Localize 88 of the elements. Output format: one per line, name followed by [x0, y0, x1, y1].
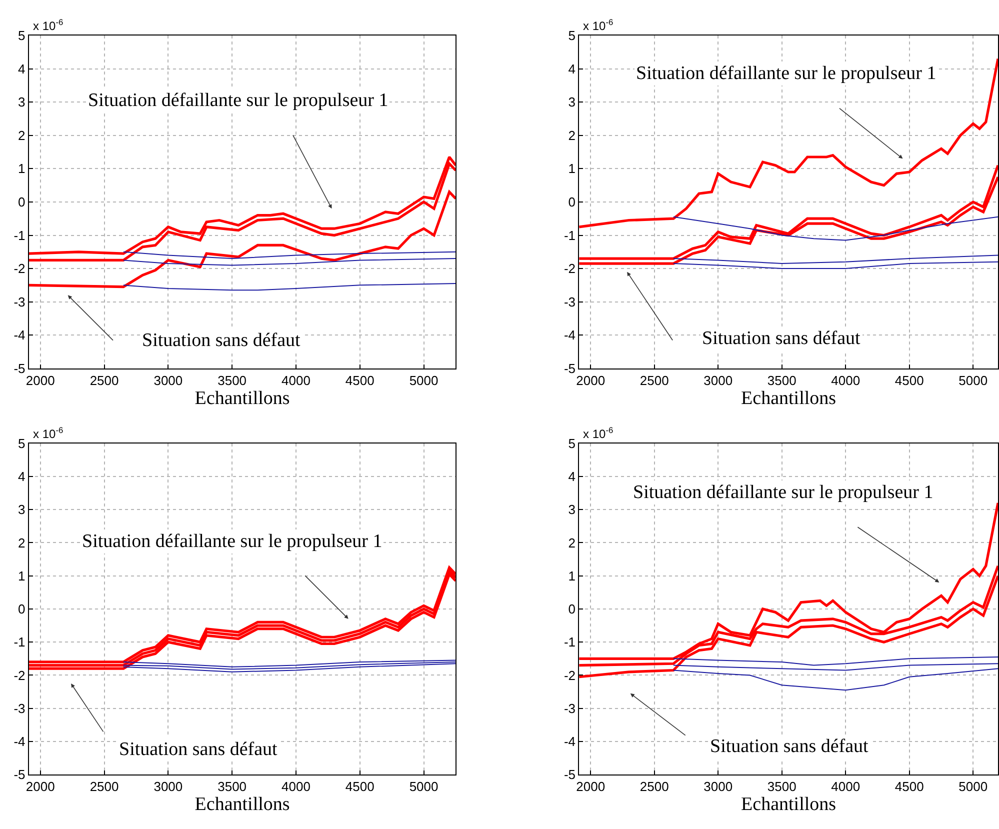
x-axis-title: Echantillons: [194, 388, 290, 410]
y-tick-label: 2: [568, 128, 576, 143]
x-tick-label: 3000: [704, 779, 733, 794]
annotation: Situation défaillante sur le propulseur 1: [636, 63, 936, 84]
x-tick-label: 3500: [767, 373, 796, 388]
x-axis-title: Echantillons: [741, 794, 836, 816]
x-tick-label: 5000: [958, 779, 988, 794]
y-tick-label: 0: [18, 602, 26, 617]
x-tick-label: 3000: [154, 373, 183, 388]
x-tick-label: 2000: [576, 373, 606, 388]
annotation: Situation défaillante sur le propulseur 1: [82, 531, 382, 552]
y-tick-label: 0: [18, 194, 26, 210]
y-tick-label: 3: [18, 94, 26, 110]
x-tick-label: 4000: [831, 373, 860, 388]
y-tick-label: -3: [564, 294, 576, 310]
y-tick-label: -2: [564, 261, 576, 276]
x-tick-label: 2500: [640, 373, 669, 388]
x-tick-label: 3000: [704, 373, 733, 388]
y-tick-label: -1: [564, 634, 576, 650]
y-tick-label: 5: [18, 436, 26, 451]
x-tick-label: 3500: [767, 779, 796, 794]
x-tick-label: 2500: [640, 779, 669, 794]
annotation: Situation sans défaut: [710, 736, 870, 757]
text: x 10$^{-6}$: [583, 17, 614, 34]
y-tick-label: 4: [568, 468, 576, 484]
y-tick-label: -5: [14, 360, 26, 376]
x-tick-label: 2500: [90, 779, 119, 794]
y-tick-label: 4: [568, 61, 576, 76]
x-tick-label: 5000: [409, 373, 438, 388]
y-tick-label: 2: [18, 128, 26, 143]
x-tick-label: 2000: [576, 779, 606, 794]
y-tick-label: -5: [14, 767, 26, 782]
annotation: Situation sans défaut: [702, 328, 862, 349]
y-tick-label: -1: [564, 228, 576, 243]
x-axis-title: Echantillons: [194, 794, 290, 816]
x-axis-title: Echantillons: [741, 388, 836, 410]
annotation: Situation défaillante sur le propulseur 1: [88, 90, 388, 111]
x-tick-label: 4500: [345, 779, 374, 794]
y-tick-label: -4: [564, 734, 576, 750]
x-tick-label: 4000: [831, 779, 860, 794]
y-tick-label: -3: [564, 700, 576, 716]
y-tick-label: -5: [564, 767, 576, 782]
y-tick-label: 2: [18, 535, 26, 550]
x-tick-label: 4500: [345, 373, 374, 388]
annotation: Situation sans défaut: [119, 739, 278, 760]
y-tick-label: 5: [568, 436, 576, 451]
x-tick-label: 3500: [218, 779, 247, 794]
y-tick-label: -3: [14, 700, 26, 716]
y-tick-label: 1: [568, 161, 576, 176]
x-tick-label: 3500: [218, 373, 247, 388]
x-tick-label: 2000: [26, 779, 55, 794]
y-tick-label: -4: [14, 328, 26, 343]
text: x 10$^{-6}$: [33, 425, 64, 442]
y-tick-label: -4: [564, 328, 576, 343]
y-tick-label: -2: [564, 668, 576, 683]
x-tick-label: 5000: [958, 373, 988, 388]
text: x 10$^{-6}$: [33, 17, 64, 34]
x-tick-label: 2000: [26, 373, 55, 388]
y-tick-label: 5: [568, 28, 576, 44]
y-tick-label: -4: [14, 734, 26, 750]
x-tick-label: 4500: [894, 373, 924, 388]
y-tick-label: -1: [14, 634, 26, 650]
y-tick-label: 1: [568, 568, 576, 584]
y-tick-label: 3: [18, 502, 26, 518]
annotation: Situation défaillante sur le propulseur 1: [633, 482, 934, 503]
y-tick-label: 2: [568, 535, 576, 550]
x-tick-label: 4000: [282, 373, 310, 388]
x-tick-label: 2500: [90, 373, 119, 388]
y-tick-label: 3: [568, 94, 576, 110]
x-tick-label: 5000: [409, 779, 438, 794]
y-tick-label: 4: [18, 61, 26, 76]
y-tick-label: 0: [568, 602, 576, 617]
y-tick-label: 0: [568, 194, 576, 210]
x-tick-label: 4500: [894, 779, 924, 794]
text: x 10$^{-6}$: [583, 425, 614, 442]
y-tick-label: 1: [18, 161, 26, 176]
x-tick-label: 4000: [282, 779, 310, 794]
y-tick-label: 1: [18, 568, 26, 584]
y-tick-label: 4: [18, 468, 26, 484]
annotation: Situation sans défaut: [142, 330, 302, 351]
x-tick-label: 3000: [154, 779, 183, 794]
y-tick-label: -2: [14, 668, 26, 683]
y-tick-label: -5: [564, 360, 576, 376]
y-tick-label: 3: [568, 502, 576, 518]
y-tick-label: -2: [14, 261, 26, 276]
y-tick-label: -1: [14, 228, 26, 243]
y-tick-label: 5: [18, 28, 26, 44]
y-tick-label: -3: [14, 294, 26, 310]
